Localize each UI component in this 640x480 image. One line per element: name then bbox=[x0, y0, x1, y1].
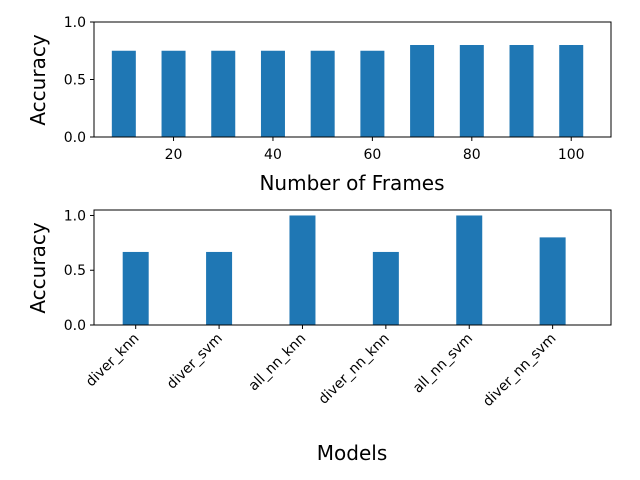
frames-bar bbox=[211, 50, 236, 137]
frames-accuracy-chart: 20 40 60 80 100 0.0 0.5 1.0 Number of Frames A… bbox=[26, 15, 612, 195]
models-x-tick-label: all_nn_svm bbox=[410, 331, 476, 397]
frames-x-ticks: 20 40 60 80 100 bbox=[165, 137, 585, 163]
model-bar bbox=[122, 251, 149, 325]
models-y-ticks: 0.0 0.5 1.0 bbox=[64, 208, 94, 334]
models-bar-series bbox=[122, 215, 566, 325]
frames-bar bbox=[410, 45, 435, 137]
models-x-ticks: diver_knn diver_svm all_nn_knn diver_nn_knn… bbox=[83, 325, 559, 410]
frames-bar bbox=[161, 50, 186, 137]
frames-bar-series bbox=[111, 45, 584, 137]
models-x-tick-label: diver_nn_svm bbox=[480, 331, 559, 410]
frames-y-tick-label: 0.0 bbox=[64, 130, 86, 146]
models-x-tick-label: all_nn_knn bbox=[246, 331, 310, 395]
frames-bar bbox=[260, 50, 285, 137]
frames-bar bbox=[111, 50, 136, 137]
frames-x-axis-label: Number of Frames bbox=[259, 171, 444, 195]
models-accuracy-chart: diver_knn diver_svm all_nn_knn diver_nn_knn… bbox=[26, 208, 612, 465]
models-y-axis-label: Accuracy bbox=[26, 222, 50, 313]
frames-y-tick-label: 1.0 bbox=[64, 15, 86, 31]
model-bar bbox=[206, 251, 233, 325]
models-x-tick-label: diver_svm bbox=[164, 331, 226, 393]
models-y-tick-label: 1.0 bbox=[64, 208, 86, 224]
models-y-tick-label: 0.0 bbox=[64, 318, 86, 334]
frames-x-tick-label: 100 bbox=[558, 147, 585, 163]
frames-bar bbox=[559, 45, 584, 137]
model-bar bbox=[372, 251, 399, 325]
frames-x-tick-label: 60 bbox=[363, 147, 381, 163]
frames-bar bbox=[509, 45, 534, 137]
frames-x-tick-label: 20 bbox=[165, 147, 183, 163]
model-bar bbox=[456, 215, 483, 325]
frames-x-tick-label: 80 bbox=[463, 147, 481, 163]
models-x-tick-label: diver_nn_knn bbox=[316, 331, 393, 408]
frames-y-tick-label: 0.5 bbox=[64, 73, 86, 89]
models-x-axis-label: Models bbox=[317, 441, 387, 465]
models-plot-frame bbox=[93, 209, 612, 326]
frames-bar bbox=[360, 50, 385, 137]
model-bar bbox=[539, 237, 566, 325]
models-x-tick-label: diver_knn bbox=[83, 331, 143, 391]
frames-y-ticks: 0.0 0.5 1.0 bbox=[64, 15, 94, 146]
model-bar bbox=[289, 215, 316, 325]
frames-bar bbox=[459, 45, 484, 137]
frames-x-tick-label: 40 bbox=[264, 147, 282, 163]
models-y-tick-label: 0.5 bbox=[64, 263, 86, 279]
frames-bar bbox=[310, 50, 335, 137]
frames-y-axis-label: Accuracy bbox=[26, 34, 50, 125]
